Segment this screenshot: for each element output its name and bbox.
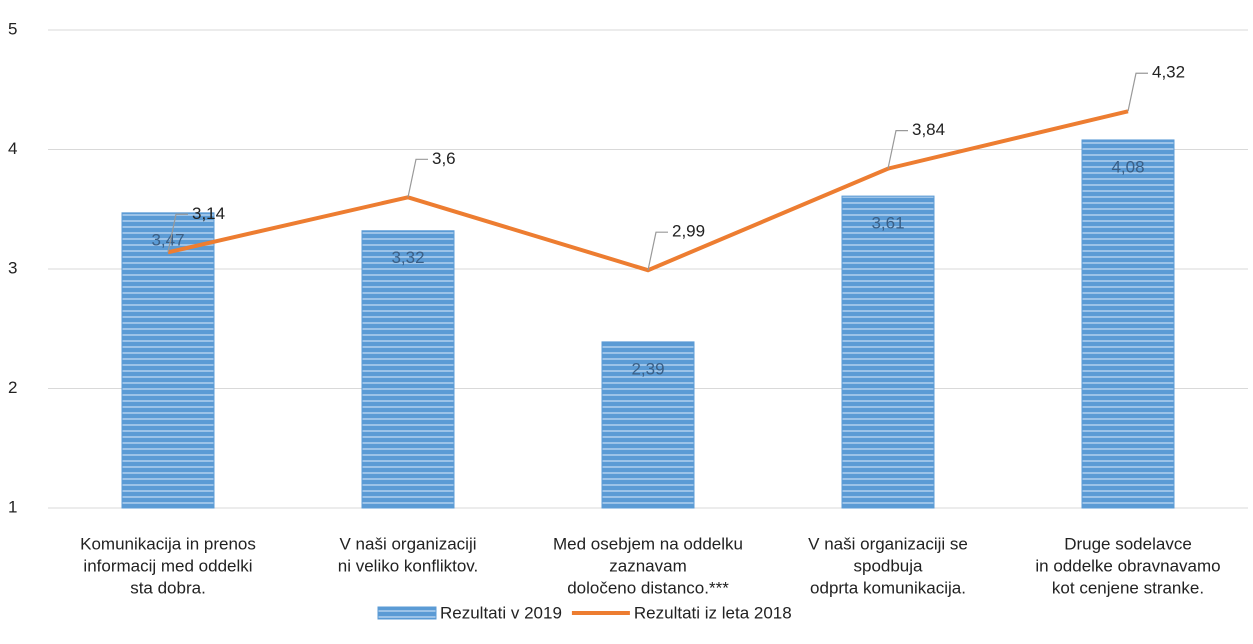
line-value-label: 3,14 bbox=[192, 204, 225, 223]
y-tick-label: 2 bbox=[8, 378, 17, 397]
leader-line bbox=[647, 231, 668, 271]
line-value-label: 4,32 bbox=[1152, 63, 1185, 82]
y-tick-label: 3 bbox=[8, 258, 17, 277]
line-value-label: 2,99 bbox=[672, 222, 705, 241]
line-value-label: 3,84 bbox=[912, 120, 945, 139]
x-tick-label: Druge sodelavce bbox=[1064, 534, 1192, 553]
bar-value-label: 4,08 bbox=[1111, 157, 1144, 176]
x-tick-label: odprta komunikacija. bbox=[810, 578, 966, 597]
x-tick-label: V naši organizaciji bbox=[339, 534, 476, 553]
leader-line bbox=[887, 130, 908, 169]
legend-label: Rezultati v 2019 bbox=[440, 603, 562, 622]
bar bbox=[121, 212, 215, 509]
legend-label: Rezultati iz leta 2018 bbox=[634, 603, 792, 622]
bar bbox=[361, 230, 455, 509]
bar-value-label: 2,39 bbox=[631, 359, 664, 378]
leader-line bbox=[167, 213, 188, 253]
leader-line bbox=[407, 158, 428, 198]
line bbox=[167, 109, 1129, 273]
y-tick-label: 1 bbox=[8, 497, 17, 516]
x-tick-label: in oddelke obravnavamo bbox=[1035, 556, 1220, 575]
line-value-label: 3,6 bbox=[432, 149, 456, 168]
x-tick-label: kot cenjene stranke. bbox=[1052, 578, 1204, 597]
leader-line bbox=[1127, 72, 1148, 112]
bar bbox=[601, 341, 695, 509]
x-tick-label: spodbuja bbox=[853, 556, 923, 575]
x-tick-label: sta dobra. bbox=[130, 578, 206, 597]
x-tick-label: informacij med oddelki bbox=[83, 556, 252, 575]
legend-swatch bbox=[377, 606, 437, 620]
bar-value-label: 3,61 bbox=[871, 214, 904, 233]
x-tick-label: zaznavam bbox=[609, 556, 686, 575]
x-tick-label: Med osebjem na oddelku bbox=[553, 534, 743, 553]
x-tick-label: določeno distanco.*** bbox=[567, 578, 729, 597]
bar-value-label: 3,32 bbox=[391, 248, 424, 267]
y-tick-label: 4 bbox=[8, 139, 17, 158]
bar bbox=[1081, 139, 1175, 509]
x-tick-label: ni veliko konfliktov. bbox=[338, 556, 478, 575]
x-tick-label: Komunikacija in prenos bbox=[80, 534, 256, 553]
x-tick-label: V naši organizaciji se bbox=[808, 534, 968, 553]
bar-value-label: 3,47 bbox=[151, 230, 184, 249]
bar bbox=[841, 195, 935, 509]
y-tick-label: 5 bbox=[8, 19, 17, 38]
